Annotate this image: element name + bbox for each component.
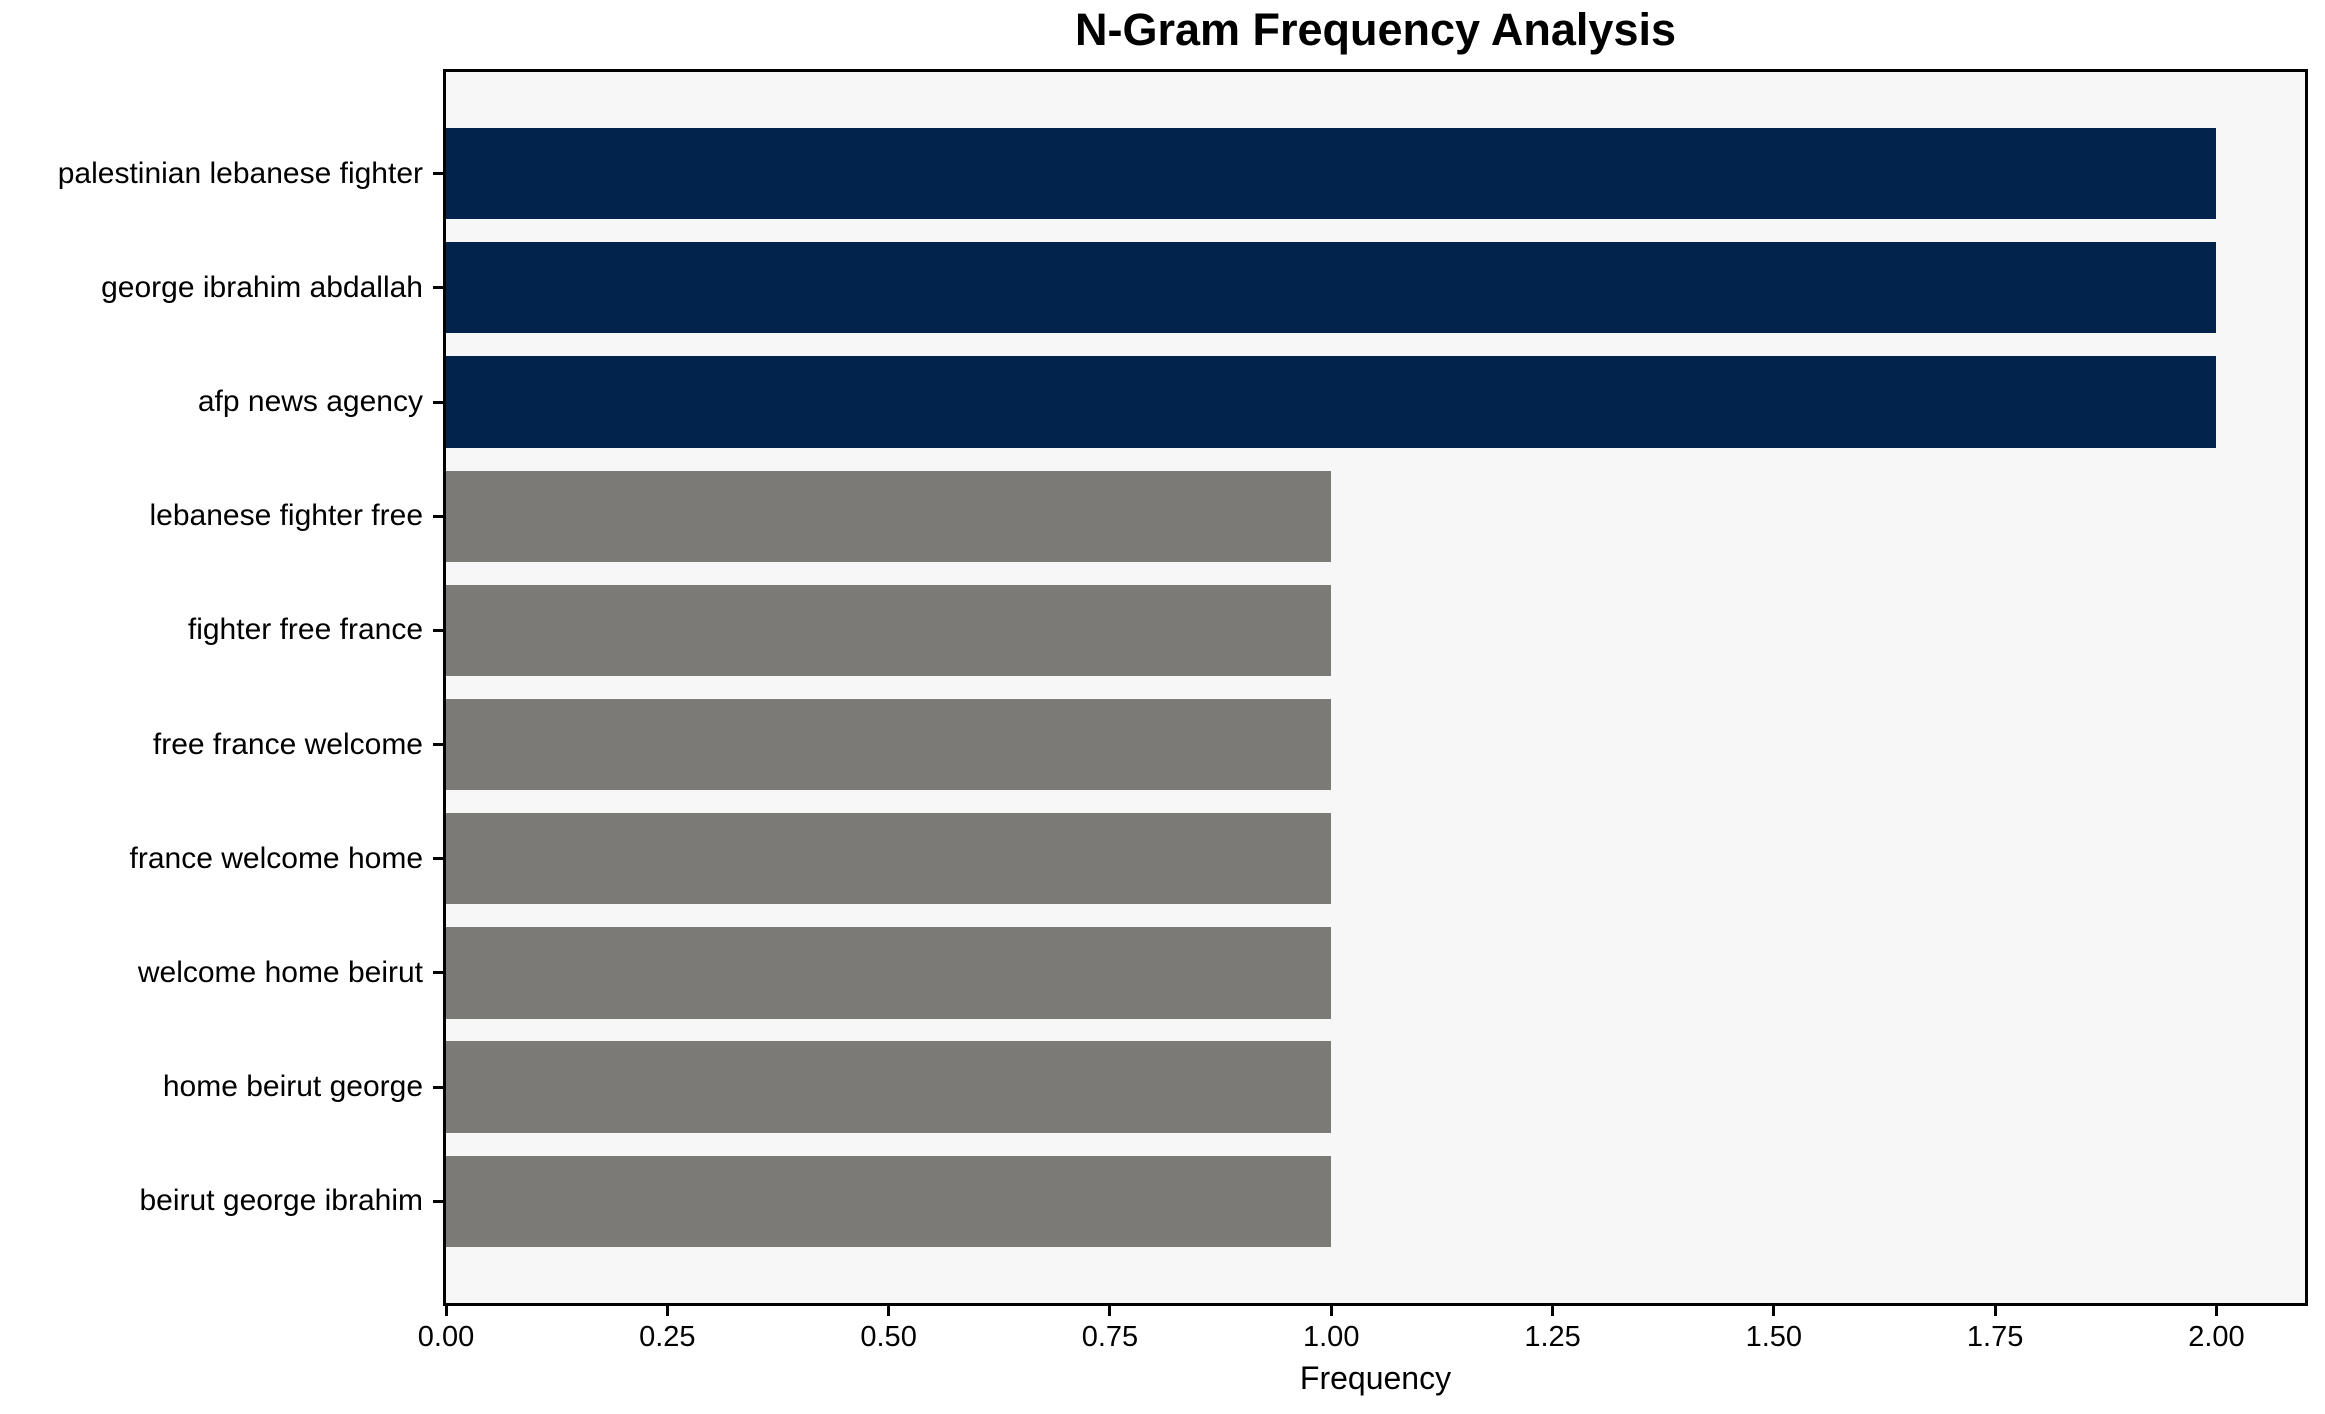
chart-title: N-Gram Frequency Analysis bbox=[1074, 4, 1677, 55]
bar-france-welcome-home bbox=[446, 813, 1332, 905]
x-tick-mark bbox=[2214, 1306, 2218, 1316]
y-tick-label: afp news agency bbox=[197, 385, 423, 419]
x-tick-label: 1.00 bbox=[1303, 1321, 1360, 1353]
x-tick-label: 1.50 bbox=[1745, 1321, 1803, 1353]
x-tick-label: 0.00 bbox=[417, 1321, 475, 1353]
x-tick-label: 0.75 bbox=[1081, 1321, 1139, 1353]
bar-george-ibrahim-abdallah bbox=[446, 242, 2217, 334]
y-tick-mark bbox=[433, 286, 443, 290]
x-tick-mark bbox=[444, 1306, 448, 1316]
x-tick-mark bbox=[1772, 1306, 1776, 1316]
bar-welcome-home-beirut bbox=[446, 927, 1332, 1019]
bar-lebanese-fighter-free bbox=[446, 470, 1332, 562]
y-tick-mark bbox=[433, 172, 443, 176]
y-tick-label: george ibrahim abdallah bbox=[101, 270, 423, 304]
x-tick-mark bbox=[665, 1306, 669, 1316]
plot-area bbox=[443, 69, 2308, 1306]
x-tick-label: 1.75 bbox=[1966, 1321, 2024, 1353]
x-tick-mark bbox=[1108, 1306, 1112, 1316]
bar-home-beirut-george bbox=[446, 1041, 1332, 1133]
y-tick-label: welcome home beirut bbox=[137, 955, 423, 989]
x-tick-mark bbox=[1993, 1306, 1997, 1316]
y-tick-mark bbox=[433, 971, 443, 975]
x-tick-label: 2.00 bbox=[2188, 1321, 2245, 1353]
y-tick-label: home beirut george bbox=[162, 1070, 423, 1104]
x-tick-label: 0.50 bbox=[860, 1321, 917, 1353]
y-tick-mark bbox=[433, 628, 443, 632]
bar-palestinian-lebanese-fighter bbox=[446, 127, 2217, 220]
y-tick-label: fighter free france bbox=[187, 613, 423, 647]
y-tick-label: lebanese fighter free bbox=[149, 499, 423, 533]
bar-afp-news-agency bbox=[446, 356, 2217, 448]
y-tick-label: beirut george ibrahim bbox=[139, 1184, 424, 1218]
y-tick-label: palestinian lebanese fighter bbox=[57, 156, 423, 190]
x-tick-label: 0.25 bbox=[639, 1321, 696, 1353]
x-tick-mark bbox=[1551, 1306, 1555, 1316]
y-tick-mark bbox=[433, 514, 443, 518]
y-tick-mark bbox=[433, 400, 443, 404]
y-tick-label: free france welcome bbox=[152, 727, 423, 761]
y-tick-label: france welcome home bbox=[129, 841, 423, 875]
x-tick-mark bbox=[887, 1306, 891, 1316]
y-tick-mark bbox=[433, 1085, 443, 1089]
x-tick-label: 1.25 bbox=[1524, 1321, 1581, 1353]
bar-beirut-george-ibrahim bbox=[446, 1155, 1332, 1248]
y-tick-mark bbox=[433, 1199, 443, 1203]
x-tick-mark bbox=[1329, 1306, 1333, 1316]
bar-fighter-free-france bbox=[446, 584, 1332, 677]
bar-free-france-welcome bbox=[446, 698, 1332, 791]
x-axis-title: Frequency bbox=[1299, 1360, 1452, 1396]
y-tick-mark bbox=[433, 743, 443, 747]
y-tick-mark bbox=[433, 857, 443, 861]
